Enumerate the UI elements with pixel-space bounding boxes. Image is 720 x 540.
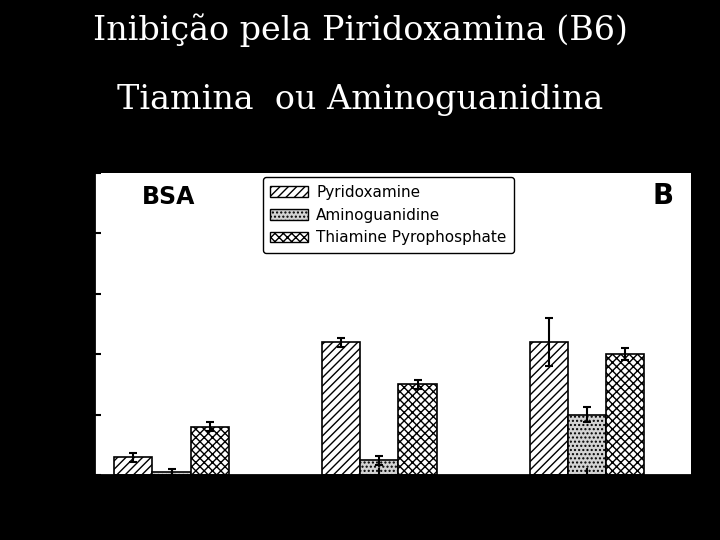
Text: BSA: BSA (141, 185, 195, 209)
Bar (606, 354, 644, 475)
Bar (568, 415, 606, 475)
Y-axis label: Percent Inhibition: Percent Inhibition (27, 233, 45, 415)
Text: Tiamina  ou Aminoguanidina: Tiamina ou Aminoguanidina (117, 84, 603, 116)
Bar (153, 472, 191, 475)
Text: B: B (652, 182, 673, 210)
Bar (323, 342, 360, 475)
Bar (191, 427, 229, 475)
Bar (360, 460, 398, 475)
Bar (530, 342, 568, 475)
Legend: Pyridoxamine, Aminoguanidine, Thiamine Pyrophosphate: Pyridoxamine, Aminoguanidine, Thiamine P… (263, 178, 514, 253)
Bar (398, 384, 436, 475)
Bar (114, 457, 153, 475)
Text: Inibição pela Piridoxamina (B6): Inibição pela Piridoxamina (B6) (93, 14, 627, 47)
